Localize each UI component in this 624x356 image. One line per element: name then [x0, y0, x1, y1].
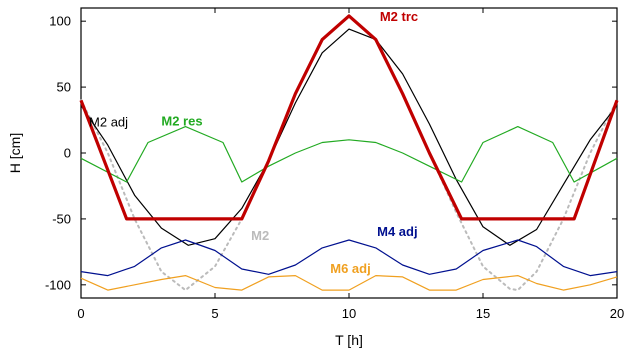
series-labels: M2 trc M2 adj M2 res M2 M4 adj M6 adj: [89, 9, 418, 276]
x-tick-label: 5: [211, 306, 218, 321]
series-label-m2-trc: M2 trc: [380, 9, 418, 24]
plot-frame: [80, 7, 618, 299]
x-tick-label: 20: [610, 306, 624, 321]
series-label-m2: M2: [251, 228, 269, 243]
x-tick-label: 0: [77, 306, 84, 321]
axis-ticks: 0 5 10 15 20 -100 -50 0 50 100: [45, 8, 624, 321]
y-axis-title: H [cm]: [7, 133, 23, 173]
series-label-m6-adj: M6 adj: [330, 261, 370, 276]
x-tick-label: 15: [476, 306, 490, 321]
series-label-m2-adj: M2 adj: [89, 115, 128, 130]
series-line-m4-adj: [80, 239, 618, 277]
series-line-m2: [80, 14, 618, 292]
y-tick-label: 50: [57, 80, 71, 95]
y-tick-label: -100: [45, 277, 71, 292]
y-tick-label: 100: [49, 14, 71, 29]
series-line-m2-trc: [79, 14, 619, 221]
series-label-m4-adj: M4 adj: [377, 224, 417, 239]
y-tick-label: -50: [52, 211, 71, 226]
y-tick-label: 0: [64, 146, 71, 161]
plot-frame-group: [80, 7, 618, 299]
x-tick-label: 10: [342, 306, 356, 321]
series-line-m2-res: [80, 125, 618, 183]
series-line-m2-adj: [80, 28, 618, 246]
x-axis-title: T [h]: [335, 332, 363, 348]
series-layer: [79, 14, 619, 292]
series-line-m6-adj: [80, 275, 618, 291]
series-label-m2-res: M2 res: [161, 113, 202, 128]
